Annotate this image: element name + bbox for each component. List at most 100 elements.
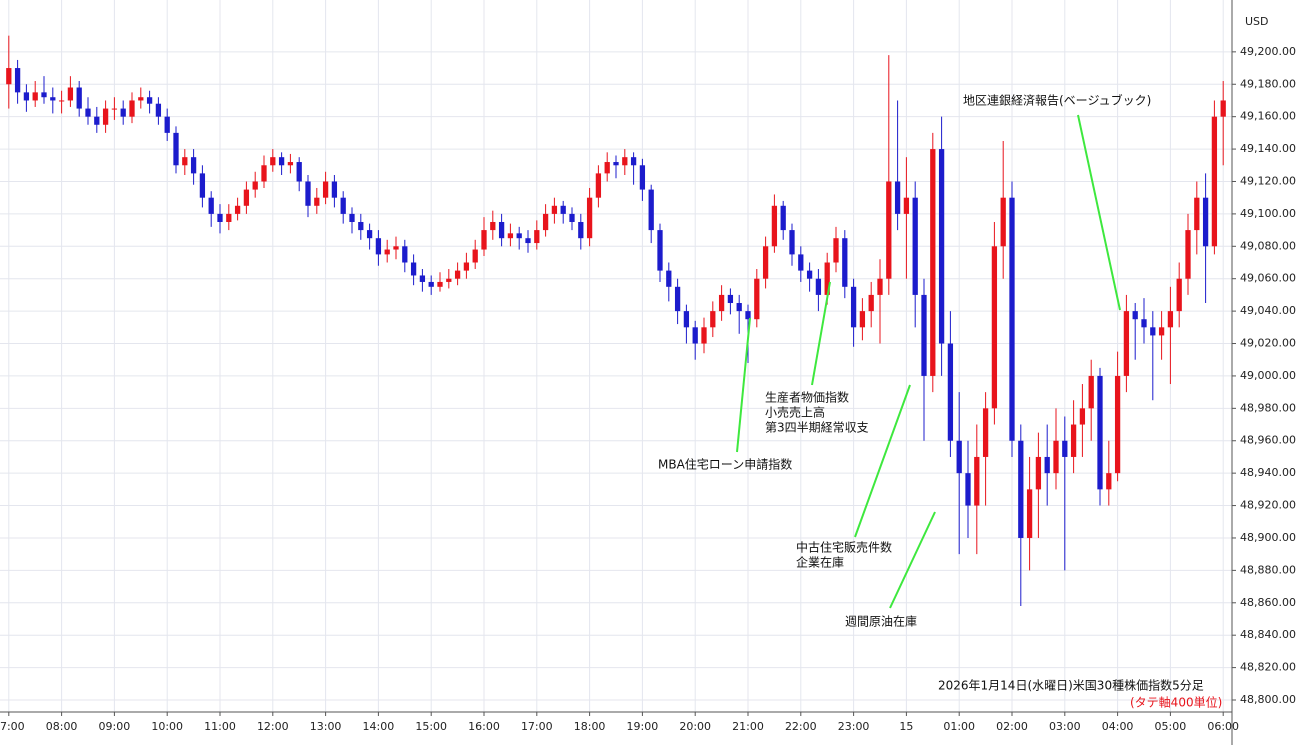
candle-body — [736, 303, 742, 312]
candle-body — [129, 100, 135, 117]
leader-line — [854, 384, 911, 538]
candle-body — [217, 213, 223, 222]
candle-body — [639, 165, 646, 190]
candle-body — [252, 181, 258, 190]
candle-body — [234, 205, 241, 214]
currency-label: USD — [1245, 15, 1269, 28]
candle-body — [472, 249, 478, 263]
candle-body — [1097, 375, 1103, 490]
x-tick-label: 06:00 — [1207, 720, 1239, 733]
candle-body — [410, 262, 417, 276]
x-tick-label: 10:00 — [151, 720, 183, 733]
candle-body — [815, 278, 822, 295]
y-tick-label: 49,180.00 — [1240, 77, 1296, 90]
candle-body — [666, 270, 672, 287]
x-tick-label: 11:00 — [204, 720, 236, 733]
candle-body — [6, 68, 12, 85]
candle-body — [894, 181, 901, 214]
candle-body — [1035, 456, 1042, 490]
candle-body — [877, 278, 883, 295]
candle-body — [727, 294, 734, 304]
candles — [6, 35, 1226, 607]
candle-body — [1185, 230, 1191, 279]
candle-body — [586, 197, 593, 239]
y-tick-label: 48,860.00 — [1240, 596, 1296, 609]
candle-body — [1132, 311, 1138, 320]
candle-body — [463, 262, 470, 271]
candle-body — [569, 213, 575, 222]
candle-body — [938, 149, 945, 344]
x-tick-label: 14:00 — [363, 720, 395, 733]
candle-body — [402, 246, 408, 263]
candle-body — [886, 181, 892, 279]
candle-body — [243, 189, 250, 206]
candle-body — [340, 197, 346, 214]
x-tick-label: 01:00 — [943, 720, 975, 733]
candle-body — [358, 221, 364, 231]
x-tick-label: 03:00 — [1049, 720, 1081, 733]
y-tick-label: 49,000.00 — [1240, 369, 1296, 382]
y-tick-label: 48,920.00 — [1240, 499, 1296, 512]
candle-body — [604, 162, 610, 174]
candle-body — [692, 327, 698, 344]
candle-body — [182, 157, 188, 166]
candle-body — [23, 92, 30, 101]
candle-body — [331, 181, 338, 198]
y-tick-label: 48,900.00 — [1240, 531, 1296, 544]
caption: 2026年1月14日(水曜日)米国30種株価指数5分足 — [938, 678, 1204, 693]
candle-body — [498, 221, 505, 239]
candle-body — [208, 197, 214, 214]
candle-body — [111, 108, 118, 110]
candle-body — [1079, 408, 1086, 425]
candle-body — [1167, 311, 1174, 328]
x-tick-label: 13:00 — [310, 720, 342, 733]
candle-body — [278, 157, 285, 166]
candle-body — [542, 213, 549, 231]
y-tick-label: 49,060.00 — [1240, 272, 1296, 285]
x-tick-label: 02:00 — [996, 720, 1028, 733]
candle-body — [771, 205, 778, 247]
candle-body — [745, 311, 751, 320]
candle-body — [534, 230, 540, 244]
candle-body — [974, 456, 980, 506]
y-tick-label: 49,160.00 — [1240, 110, 1296, 123]
candle-body — [1150, 327, 1156, 336]
candle-body — [50, 97, 56, 101]
caption-note: (タテ軸400単位) — [1130, 695, 1222, 710]
candle-body — [991, 246, 998, 409]
x-tick-label: 19:00 — [627, 720, 659, 733]
x-tick-label: 16:00 — [468, 720, 500, 733]
candle-body — [384, 249, 390, 255]
candle-body — [296, 162, 302, 182]
candle-body — [1044, 456, 1050, 474]
candle-body — [762, 246, 769, 279]
candle-body — [146, 97, 153, 104]
y-tick-label: 48,880.00 — [1240, 563, 1296, 576]
candle-body — [613, 162, 619, 166]
candle-body — [798, 254, 804, 271]
candle-body — [199, 173, 206, 198]
x-tick-label: 12:00 — [257, 720, 289, 733]
x-tick-label: 17:00 — [521, 720, 553, 733]
candle-body — [947, 343, 954, 441]
grid — [0, 0, 1232, 712]
candle-body — [102, 108, 109, 125]
candle-body — [490, 221, 496, 231]
leader-line — [736, 317, 751, 453]
candle-body — [850, 286, 857, 328]
y-tick-label: 49,200.00 — [1240, 45, 1296, 58]
candle-body — [375, 238, 382, 255]
candle-body — [349, 213, 355, 222]
candle-body — [94, 116, 100, 125]
x-tick-label: 15:00 — [415, 720, 447, 733]
candle-body — [718, 294, 725, 312]
candle-body — [1000, 197, 1006, 247]
leader-line — [1077, 114, 1121, 311]
candle-body — [1018, 440, 1024, 538]
y-tick-label: 49,040.00 — [1240, 304, 1296, 317]
candle-body — [1141, 319, 1147, 328]
x-tick-label: 07:00 — [0, 720, 25, 733]
candle-body — [76, 87, 82, 109]
x-tick-label: 15 — [899, 720, 913, 733]
